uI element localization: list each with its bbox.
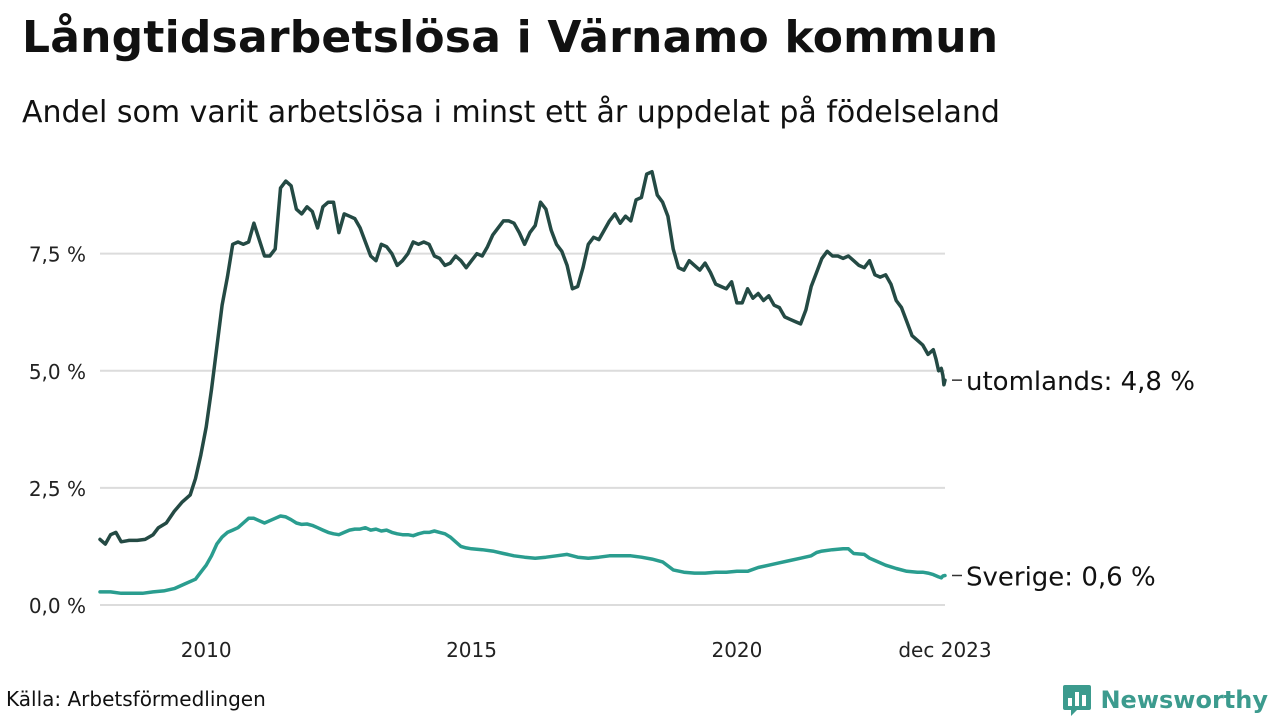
bar-chart-icon [1063,685,1092,716]
x-tick-label: dec 2023 [898,638,991,662]
brand-name: Newsworthy [1100,686,1268,714]
y-tick-label: 5,0 % [29,360,86,384]
chart-title: Långtidsarbetslösa i Värnamo kommun [22,12,999,63]
brand-logo[interactable]: Newsworthy [1062,683,1268,717]
y-tick-label: 0,0 % [29,594,86,618]
source-note: Källa: Arbetsförmedlingen [6,687,266,711]
series-line-Sverige [98,514,947,596]
x-tick-label: 2015 [446,638,497,662]
series-label-utomlands: utomlands: 4,8 % [966,367,1195,397]
x-tick-label: 2020 [711,638,762,662]
y-tick-label: 7,5 % [29,243,86,267]
y-tick-label: 2,5 % [29,477,86,501]
chart-subtitle: Andel som varit arbetslösa i minst ett å… [22,95,1000,130]
series-line-utomlands [98,169,947,546]
series-label-Sverige: Sverige: 0,6 % [966,562,1156,592]
x-tick-label: 2010 [181,638,232,662]
